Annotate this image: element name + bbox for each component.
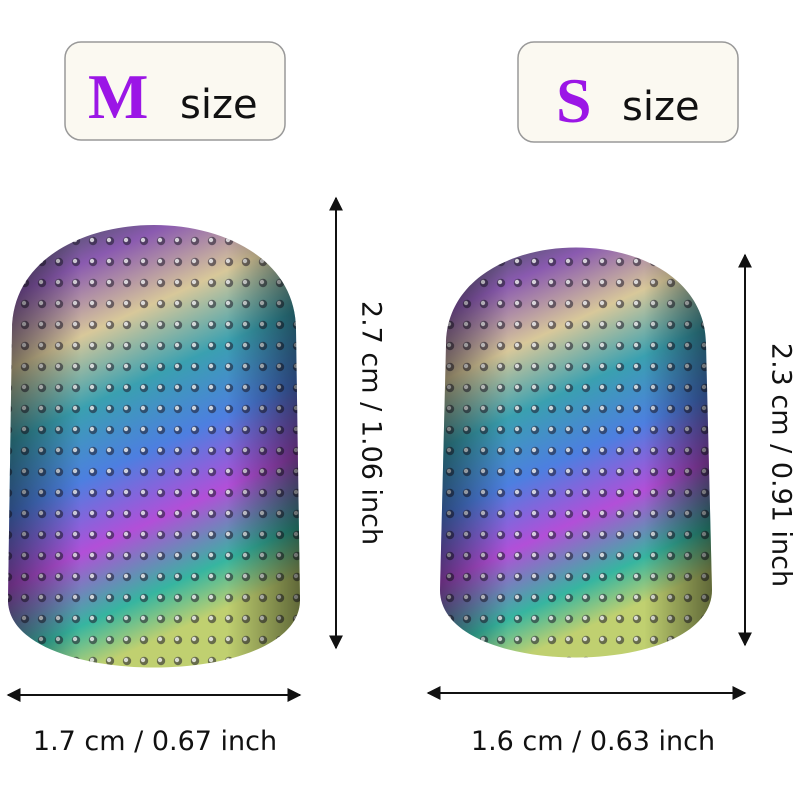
width-label: 1.6 cm / 0.63 inch: [471, 726, 715, 757]
label-box: [64, 41, 286, 141]
height-label: 2.3 cm / 0.91 inch: [766, 343, 797, 587]
size-letter: S: [556, 65, 592, 136]
width-label: 1.7 cm / 0.67 inch: [33, 726, 277, 757]
size-letter: M: [88, 61, 148, 132]
size-word: size: [180, 82, 258, 128]
thimble-s: [440, 247, 712, 658]
thimble-m: [8, 225, 300, 668]
height-label: 2.7 cm / 1.06 inch: [356, 301, 387, 545]
size-word: size: [622, 84, 700, 130]
label-box: [517, 41, 739, 143]
